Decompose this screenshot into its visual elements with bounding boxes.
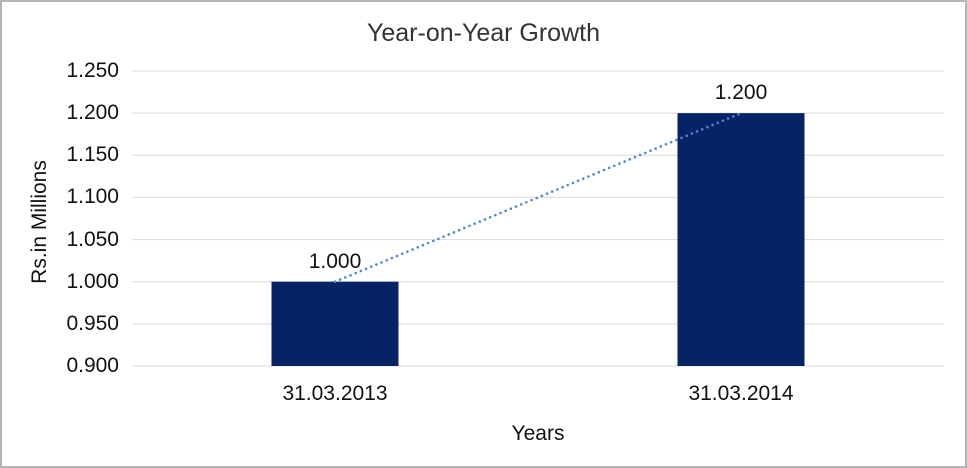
chart-title: Year-on-Year Growth <box>366 19 600 47</box>
x-axis-title: Years <box>511 422 565 445</box>
y-tick-label: 1.050 <box>66 227 119 251</box>
trendline <box>333 111 743 284</box>
y-tick-label: 1.250 <box>66 59 119 82</box>
y-tick-label: 1.200 <box>66 101 119 125</box>
y-tick-label: 1.150 <box>66 143 119 167</box>
y-tick-label: 1.100 <box>66 185 119 209</box>
data-label: 1.200 <box>714 81 768 105</box>
x-tick-label: 31.03.2013 <box>282 382 388 405</box>
y-tick-label: 0.900 <box>66 354 119 377</box>
bar-31.03.2014 <box>677 113 805 367</box>
bar-31.03.2013 <box>271 281 399 366</box>
y-tick-label: 0.950 <box>66 311 119 335</box>
x-tick-label: 31.03.2014 <box>688 382 794 405</box>
data-label: 1.000 <box>308 249 362 273</box>
y-axis-title: Rs.in Millions <box>28 160 51 284</box>
y-tick-label: 1.000 <box>66 269 119 293</box>
